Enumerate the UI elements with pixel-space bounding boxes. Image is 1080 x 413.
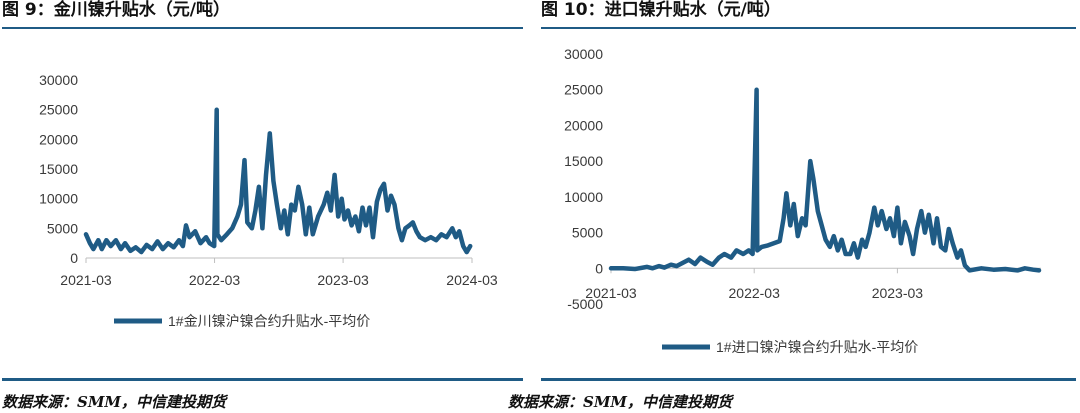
left-x-tick-label: 2024-03 (446, 272, 498, 288)
source-right: 数据来源：SMM，中信建投期货 (508, 393, 733, 411)
left-legend-label: 1#金川镍沪镍合约升贴水-平均价 (168, 313, 370, 329)
left-series-line (83, 107, 473, 255)
left-y-tick-label: 15000 (39, 161, 78, 177)
right-y-tick-label: -5000 (567, 296, 603, 312)
left-x-tick-label: 2023-03 (317, 272, 369, 288)
left-x-tick-label: 2021-03 (60, 272, 112, 288)
left-y-tick-label: 0 (70, 250, 78, 266)
footer-rule-left (2, 378, 523, 381)
right-x-tick-label: 2023-03 (872, 285, 924, 301)
left-x-tick-label: 2022-03 (189, 272, 241, 288)
right-x-tick-label: 2022-03 (729, 285, 781, 301)
title-rule-right (541, 27, 1076, 29)
source-left: 数据来源：SMM，中信建投期货 (2, 393, 227, 411)
right-y-tick-label: 0 (595, 260, 603, 276)
left-y-tick-label: 30000 (39, 72, 78, 88)
right-y-tick-label: 30000 (564, 46, 603, 62)
footer-rule-right (541, 378, 1076, 381)
right-legend-label: 1#进口镍沪镍合约升贴水-平均价 (716, 339, 918, 355)
right-y-tick-label: 25000 (564, 82, 603, 98)
figure-title-right: 图 10：进口镍升贴水（元/吨） (541, 0, 781, 20)
right-series-line (608, 87, 1042, 273)
left-y-tick-label: 5000 (47, 220, 78, 236)
left-y-tick-label: 10000 (39, 191, 78, 207)
left-y-tick-label: 20000 (39, 131, 78, 147)
title-rule-left (2, 27, 523, 29)
right-y-tick-label: 10000 (564, 189, 603, 205)
right-y-tick-label: 5000 (572, 225, 603, 241)
chart-right: -5000 0 5000 10000 15000 20000 25000 30000 2021-… (564, 46, 1042, 355)
chart-left: 0 5000 10000 15000 20000 25000 30000 2021-03 202… (39, 72, 498, 329)
right-x-tick-label: 2021-03 (585, 285, 637, 301)
right-y-tick-label: 15000 (564, 153, 603, 169)
left-y-tick-label: 25000 (39, 102, 78, 118)
right-y-tick-label: 20000 (564, 117, 603, 133)
figure-title-left: 图 9：金川镍升贴水（元/吨） (2, 0, 230, 20)
